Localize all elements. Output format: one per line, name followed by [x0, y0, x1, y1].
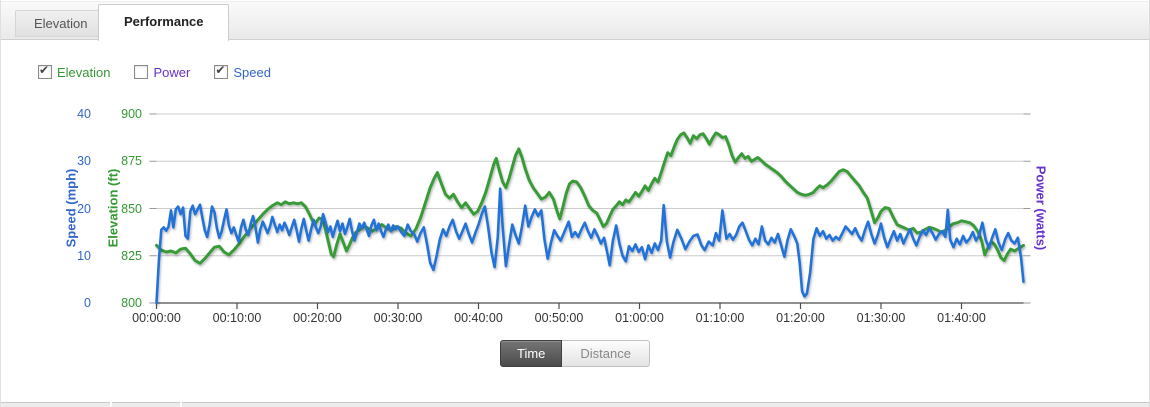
- tab-elevation[interactable]: Elevation: [15, 10, 107, 37]
- speed-checkbox-label: Speed: [233, 64, 271, 80]
- time-button[interactable]: Time: [500, 340, 563, 367]
- y-axis-tick-label: 40: [77, 107, 91, 121]
- series-toggles: Elevation Power Speed: [38, 63, 1149, 80]
- distance-button[interactable]: Distance: [562, 340, 650, 367]
- x-axis-tick-label: 00:50:00: [534, 311, 584, 325]
- table-header-cell: [182, 402, 1149, 407]
- y-axis-tick-label: 850: [121, 201, 142, 216]
- chart-plot: [149, 113, 1031, 309]
- x-axis-tick-label: 00:20:00: [293, 311, 342, 325]
- speed-checkbox[interactable]: Speed: [214, 63, 271, 80]
- tab-bar: Elevation Performance: [1, 1, 1149, 41]
- elevation-checkbox-label: Elevation: [57, 64, 111, 80]
- y-axis-tick-label: 30: [77, 154, 91, 169]
- x-axis-tick-label: 01:00:00: [615, 311, 664, 325]
- y-axis-tick-label: 875: [121, 154, 142, 169]
- x-axis-tick-label: 01:20:00: [776, 311, 825, 325]
- y-axis-tick-label: 20: [77, 201, 91, 216]
- x-axis-tick-label: 00:00:00: [132, 311, 181, 325]
- x-axis-tick-label: 00:10:00: [212, 311, 262, 325]
- checkbox-icon[interactable]: [38, 63, 52, 79]
- elevation-checkbox[interactable]: Elevation: [38, 63, 111, 80]
- y-axis-tick-label: 825: [121, 248, 142, 263]
- y-axis-tick-label: 0: [84, 296, 91, 310]
- power-axis-title: Power (watts): [1033, 165, 1049, 251]
- table-header-cell: [112, 402, 180, 407]
- checkbox-icon[interactable]: [214, 63, 229, 79]
- x-axis-tick-label: 00:40:00: [454, 311, 503, 325]
- tab-performance[interactable]: Performance: [98, 4, 230, 41]
- checkbox-icon[interactable]: [134, 65, 149, 79]
- table-top-edge: [1, 402, 1149, 407]
- x-axis-tick-label: 01:10:00: [695, 311, 745, 325]
- performance-chart: Speed (mph) Elevation (ft) Power (watts)…: [1, 102, 1149, 334]
- y-axis-tick-label: 900: [121, 107, 142, 121]
- y-axis-tick-label: 800: [121, 296, 142, 310]
- power-checkbox[interactable]: Power: [134, 65, 190, 80]
- x-axis-tick-label: 01:40:00: [937, 311, 986, 325]
- x-axis-mode-toggle: Time Distance: [1, 340, 1149, 367]
- y-axis-tick-label: 10: [77, 248, 91, 263]
- x-axis-tick-label: 01:30:00: [856, 311, 906, 325]
- x-axis-tick-label: 00:30:00: [373, 311, 423, 325]
- power-checkbox-label: Power: [153, 64, 191, 80]
- table-header-cell: [1, 402, 110, 407]
